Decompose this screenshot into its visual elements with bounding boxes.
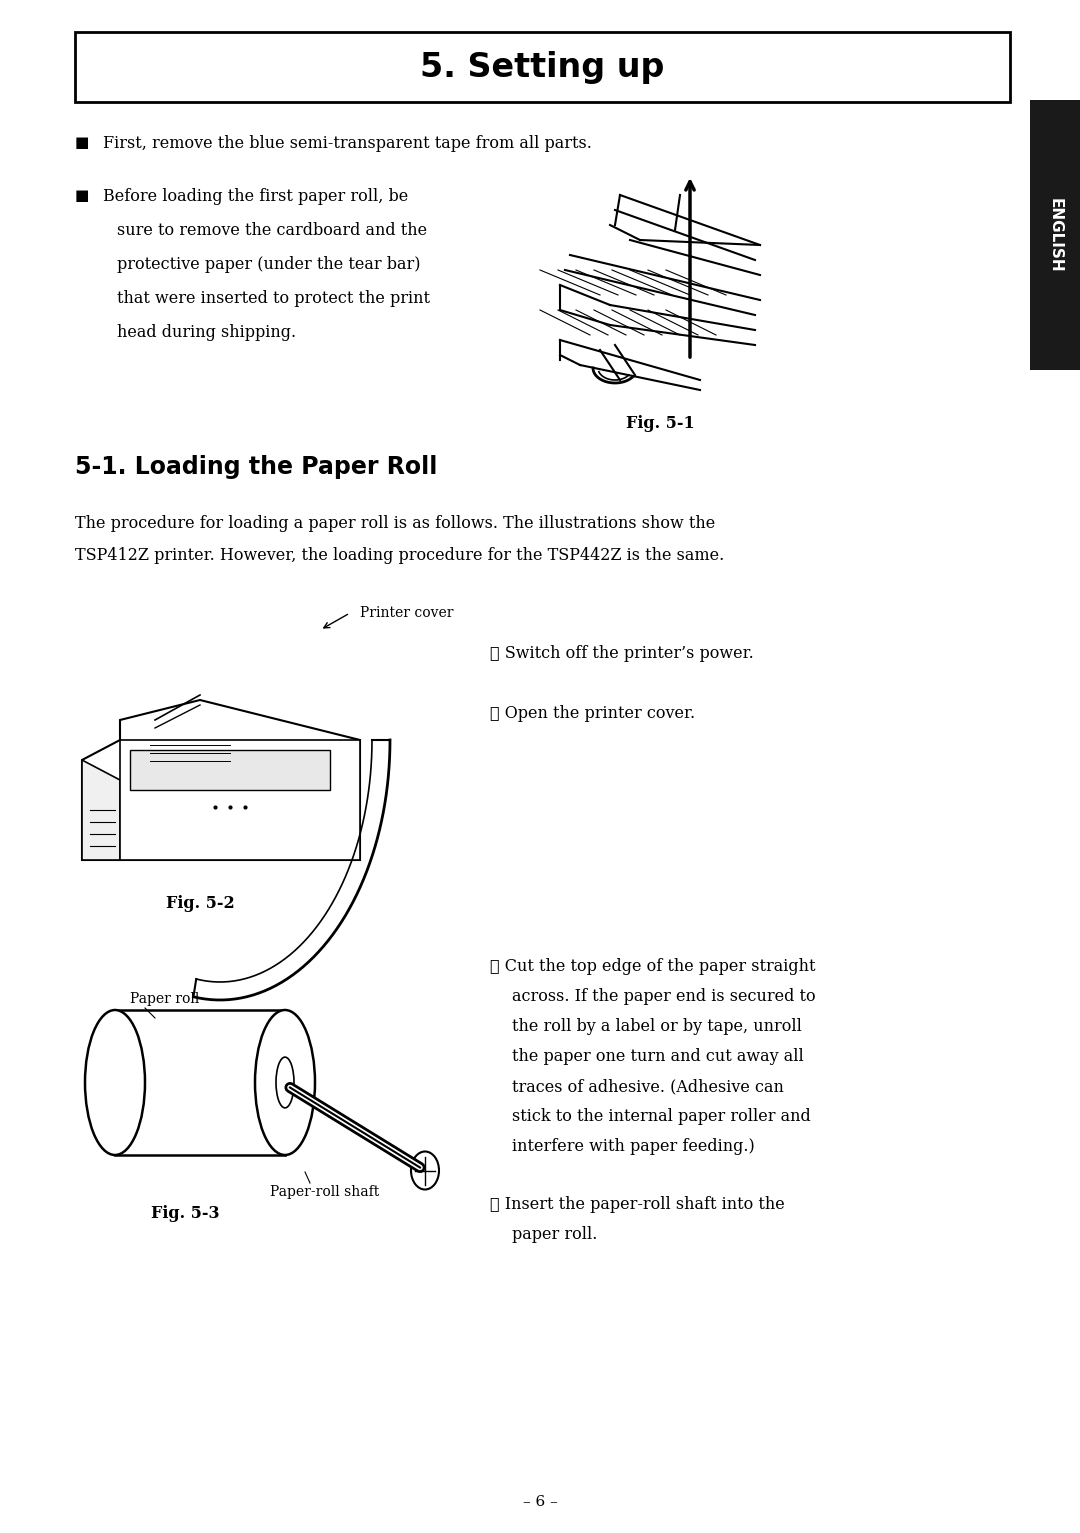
Text: stick to the internal paper roller and: stick to the internal paper roller and	[512, 1108, 811, 1125]
Bar	[130, 750, 330, 789]
Polygon shape	[82, 701, 360, 860]
Text: Fig. 5-1: Fig. 5-1	[625, 415, 694, 432]
Text: 5-1. Loading the Paper Roll: 5-1. Loading the Paper Roll	[75, 455, 437, 478]
Text: First, remove the blue semi-transparent tape from all parts.: First, remove the blue semi-transparent …	[103, 135, 592, 152]
Text: ① Switch off the printer’s power.: ① Switch off the printer’s power.	[490, 645, 754, 662]
Text: – 6 –: – 6 –	[523, 1495, 557, 1508]
Ellipse shape	[276, 1058, 294, 1108]
Text: ③ Cut the top edge of the paper straight: ③ Cut the top edge of the paper straight	[490, 958, 815, 975]
Bar	[75, 32, 1010, 103]
Text: traces of adhesive. (Adhesive can: traces of adhesive. (Adhesive can	[512, 1078, 784, 1095]
Text: Paper-roll shaft: Paper-roll shaft	[270, 1185, 379, 1199]
Bar	[1030, 100, 1080, 369]
Text: Fig. 5-2: Fig. 5-2	[165, 895, 234, 912]
Text: Printer cover: Printer cover	[360, 606, 454, 619]
Ellipse shape	[411, 1151, 438, 1190]
Text: Before loading the first paper roll, be: Before loading the first paper roll, be	[103, 189, 408, 205]
Text: The procedure for loading a paper roll is as follows. The illustrations show the: The procedure for loading a paper roll i…	[75, 515, 715, 532]
Text: the roll by a label or by tape, unroll: the roll by a label or by tape, unroll	[512, 1018, 801, 1035]
Text: interfere with paper feeding.): interfere with paper feeding.)	[512, 1137, 755, 1154]
Text: ■: ■	[75, 135, 90, 150]
Text: Paper roll: Paper roll	[130, 992, 200, 1006]
Text: ② Open the printer cover.: ② Open the printer cover.	[490, 705, 696, 722]
Text: ■: ■	[75, 189, 90, 202]
Ellipse shape	[255, 1010, 315, 1154]
Text: ④ Insert the paper-roll shaft into the: ④ Insert the paper-roll shaft into the	[490, 1196, 785, 1213]
Text: sure to remove the cardboard and the: sure to remove the cardboard and the	[117, 222, 427, 239]
Polygon shape	[82, 760, 120, 860]
Bar	[114, 1010, 285, 1154]
Text: paper roll.: paper roll.	[512, 1226, 597, 1243]
Text: ENGLISH: ENGLISH	[1048, 198, 1063, 273]
Text: TSP412Z printer. However, the loading procedure for the TSP442Z is the same.: TSP412Z printer. However, the loading pr…	[75, 547, 725, 564]
Text: head during shipping.: head during shipping.	[117, 323, 296, 340]
Text: that were inserted to protect the print: that were inserted to protect the print	[117, 290, 430, 307]
Text: 5. Setting up: 5. Setting up	[420, 51, 664, 83]
Text: across. If the paper end is secured to: across. If the paper end is secured to	[512, 987, 815, 1006]
Ellipse shape	[85, 1010, 145, 1154]
Text: the paper one turn and cut away all: the paper one turn and cut away all	[512, 1049, 804, 1065]
Text: protective paper (under the tear bar): protective paper (under the tear bar)	[117, 256, 420, 273]
Polygon shape	[120, 740, 360, 860]
Text: Fig. 5-3: Fig. 5-3	[151, 1205, 219, 1222]
